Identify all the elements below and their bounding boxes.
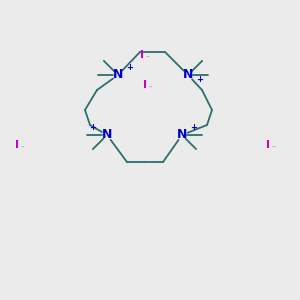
Text: ⁻: ⁻ — [272, 145, 276, 151]
Text: I: I — [140, 50, 144, 60]
Text: ⁻: ⁻ — [146, 55, 150, 61]
Text: N: N — [177, 128, 187, 142]
Text: +: + — [127, 62, 134, 71]
Text: N: N — [102, 128, 112, 142]
Text: ⁻: ⁻ — [21, 145, 25, 151]
Text: +: + — [89, 122, 97, 131]
Text: I: I — [143, 80, 147, 90]
Text: N: N — [183, 68, 193, 82]
Text: +: + — [190, 122, 197, 131]
Text: I: I — [15, 140, 19, 150]
Text: ⁻: ⁻ — [149, 85, 153, 91]
Text: +: + — [196, 76, 203, 85]
Text: N: N — [113, 68, 123, 82]
Text: I: I — [266, 140, 270, 150]
